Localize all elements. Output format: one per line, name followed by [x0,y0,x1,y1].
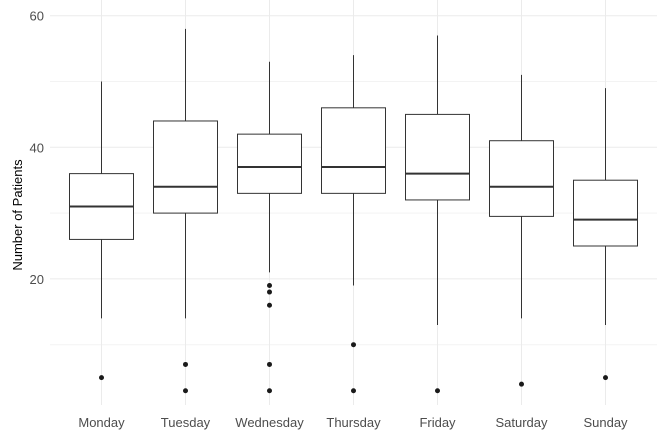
box-sunday [573,88,638,381]
box-body [405,113,470,201]
outlier-point [267,361,272,367]
outlier-point [603,375,608,381]
x-ticks: Monday Tuesday Wednesday Thursday Friday Satu… [78,415,628,430]
outlier-point [267,289,272,295]
y-axis-label: Number of Patients [10,159,25,271]
x-tick-label: Tuesday [161,415,211,430]
box-friday [405,35,470,394]
x-tick-label: Sunday [583,415,628,430]
box-tuesday [153,28,218,394]
outlier-point [183,361,188,367]
box-monday [69,81,134,381]
box-body [321,107,386,194]
y-ticks: 20 40 60 [30,9,44,287]
outlier-point [183,388,188,394]
x-tick-label: Thursday [326,415,381,430]
outlier-point [267,302,272,308]
outlier-point [267,282,272,288]
y-tick-label: 20 [30,272,44,287]
box-thursday [321,55,386,394]
outlier-point [267,388,272,394]
x-tick-label: Saturday [495,415,548,430]
outlier-point [351,388,356,394]
outlier-point [435,388,440,394]
box-wednesday [237,61,302,394]
box-body [237,133,302,194]
box-body [153,120,218,214]
outlier-point [351,342,356,348]
x-tick-label: Monday [78,415,125,430]
y-tick-label: 40 [30,140,44,155]
outlier-point [99,375,104,381]
boxes [69,28,638,394]
box-body [573,179,638,247]
box-body [489,140,554,217]
y-tick-label: 60 [30,9,44,24]
x-tick-label: Friday [419,415,456,430]
outlier-point [519,381,524,387]
box-saturday [489,74,554,387]
x-tick-label: Wednesday [235,415,304,430]
